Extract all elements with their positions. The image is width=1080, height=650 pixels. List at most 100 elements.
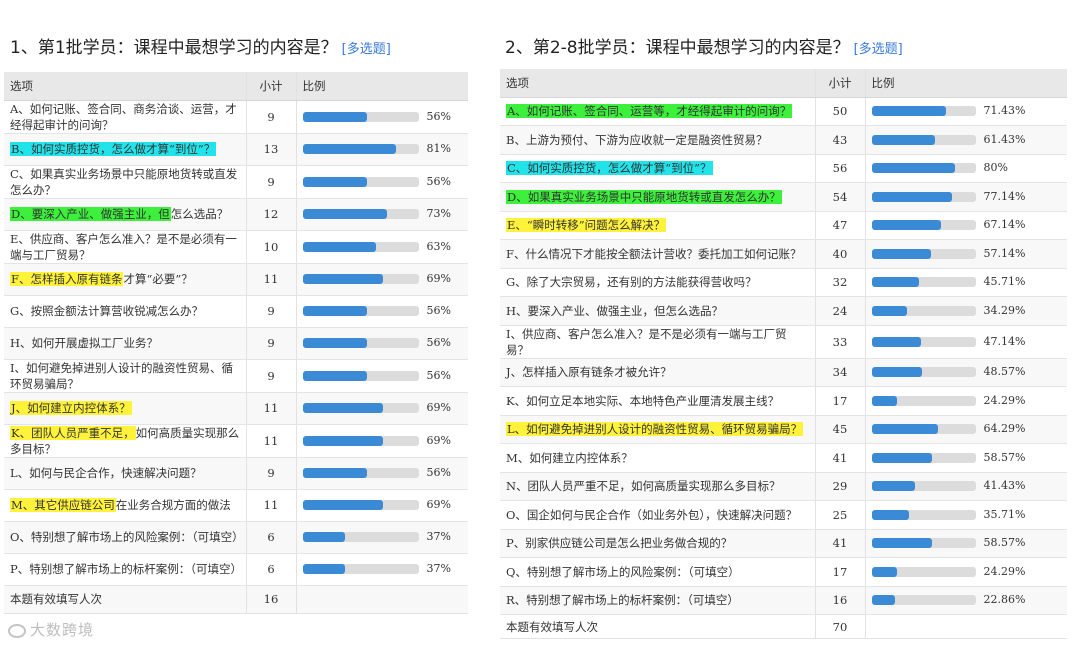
ratio-percent: 69% xyxy=(426,272,451,285)
count-cell: 9 xyxy=(245,100,297,134)
option-cell: E、“瞬时转移”问题怎么解决？ xyxy=(500,211,815,240)
count-cell: 13 xyxy=(245,133,297,166)
ratio-percent: 45.71% xyxy=(983,275,1026,289)
count-cell: 12 xyxy=(245,198,297,231)
ratio-bar-fill xyxy=(302,144,397,154)
ratio-bar-track xyxy=(871,595,976,606)
ratio-cell: 56% xyxy=(296,100,468,134)
ratio-bar-fill xyxy=(302,111,368,122)
ratio-cell: 56% xyxy=(296,359,468,393)
option-text: H、如何开展虚拟工厂业务？ xyxy=(10,336,159,350)
count-cell: 47 xyxy=(814,211,866,240)
ratio-bar-fill xyxy=(871,452,933,463)
option-cell: B、如何实质控货，怎么做才算“到位”？ xyxy=(4,133,246,166)
highlighted-option-text: A、如何记账、签合同、运营等，才经得起审计的问询？ xyxy=(506,104,793,119)
highlighted-option-text: F、怎样插入原有链条 xyxy=(10,272,124,286)
ratio-bar-track xyxy=(871,191,976,202)
table-header-row: 选项 小计 比例 xyxy=(500,69,1067,98)
ratio-bar-fill xyxy=(302,500,383,510)
total-row: 本题有效填写人次 16 xyxy=(4,585,468,614)
option-cell: G、按照金额法计算营收锐减怎么办？ xyxy=(4,295,246,328)
ratio-percent: 56% xyxy=(426,174,451,188)
highlighted-option-text: K、团队人员严重不足， xyxy=(10,425,136,440)
ratio-bar-track xyxy=(871,367,976,378)
ratio-percent: 71.43% xyxy=(983,104,1026,118)
ratio-percent: 80% xyxy=(983,161,1008,175)
highlighted-option-text: C、如何实质控货，怎么做才算“到位”？ xyxy=(506,161,713,176)
option-text: P、别家供应链公司是怎么把业务做合规的？ xyxy=(506,536,733,551)
ratio-bar-fill xyxy=(871,595,896,606)
count-cell: 16 xyxy=(814,586,866,615)
ratio-bar-track xyxy=(302,468,419,478)
option-cell: D、要深入产业、做强主业，但怎么选品？ xyxy=(4,198,246,231)
table-row: G、除了大宗贸易，还有别的方法能获得营收吗？ 32 45.71% xyxy=(500,268,1067,297)
count-cell: 43 xyxy=(814,125,866,155)
option-text: G、按照金额法计算营收锐减怎么办？ xyxy=(10,304,204,318)
weibo-logo-icon xyxy=(8,623,26,638)
ratio-bar-fill xyxy=(871,248,931,259)
count-cell: 10 xyxy=(245,230,297,264)
option-text: L、如何与民企合作，快速解决问题？ xyxy=(10,466,202,480)
count-cell: 6 xyxy=(245,553,297,586)
table-row: N、团队人员严重不足，如何高质量实现那么多目标？ 29 41.43% xyxy=(500,472,1067,501)
option-cell: I、供应商、客户怎么准入？是不是必须有一端与工厂贸易？ xyxy=(500,325,815,359)
option-cell: A、如何记账、签合同、商务洽谈、运营，才经得起审计的问询？ xyxy=(4,100,246,134)
ratio-percent: 56% xyxy=(426,336,451,349)
ratio-cell: 69% xyxy=(296,424,468,458)
table-row: M、如何建立内控体系？ 41 58.57% xyxy=(500,443,1067,473)
table-row: C、如何实质控货，怎么做才算“到位”？ 56 80% xyxy=(500,154,1067,183)
ratio-cell: 61.43% xyxy=(865,125,1067,155)
ratio-cell: 73% xyxy=(296,198,468,231)
option-cell: A、如何记账、签合同、运营等，才经得起审计的问询？ xyxy=(500,97,815,126)
option-cell: H、如何开展虚拟工厂业务？ xyxy=(4,327,246,360)
option-cell: L、如何与民企合作，快速解决问题？ xyxy=(4,457,246,490)
count-cell: 32 xyxy=(814,268,866,297)
ratio-percent: 56% xyxy=(426,304,451,317)
ratio-cell: 22.86% xyxy=(865,586,1067,615)
table-row: P、特别想了解市场上的标杆案例：（可填空） 6 37% xyxy=(4,553,468,586)
option-cell: D、如果真实业务场景中只能原地货转或直发怎么办？ xyxy=(500,182,815,212)
ratio-bar-fill xyxy=(302,209,388,219)
ratio-bar-fill xyxy=(871,367,922,378)
ratio-bar-track xyxy=(871,538,976,549)
ratio-cell: 24.29% xyxy=(865,557,1067,587)
count-cell: 41 xyxy=(814,443,866,473)
option-cell: K、团队人员严重不足，如何高质量实现那么多目标？ xyxy=(4,424,246,458)
table-row: L、如何避免掉进别人设计的融资性贸易、循环贸易骗局？ 45 64.29% xyxy=(500,415,1067,444)
ratio-bar-track xyxy=(302,564,419,574)
ratio-bar-track xyxy=(302,306,419,316)
highlighted-option-text: D、要深入产业、做强主业，但 xyxy=(10,207,171,221)
ratio-bar-track xyxy=(302,532,419,542)
table-row: K、如何立足本地实际、本地特色产业厘清发展主线？ 17 24.29% xyxy=(500,386,1067,416)
count-cell: 11 xyxy=(245,392,297,425)
count-cell: 17 xyxy=(814,386,866,416)
ratio-cell: 77.14% xyxy=(865,182,1067,212)
option-cell: J、怎样插入原有链条才被允许？ xyxy=(500,358,815,387)
count-cell: 9 xyxy=(245,165,297,199)
ratio-bar-track xyxy=(871,452,976,463)
count-cell: 6 xyxy=(245,521,297,554)
option-cell: L、如何避免掉进别人设计的融资性贸易、循环贸易骗局？ xyxy=(500,415,815,444)
table-header-row: 选项 小计 比例 xyxy=(4,72,468,101)
option-cell: O、国企如何与民企合作（如业务外包），快速解决问题？ xyxy=(500,500,815,530)
ratio-percent: 48.57% xyxy=(983,365,1026,379)
ratio-percent: 34.29% xyxy=(983,303,1026,317)
option-text: C、如果真实业务场景中只能原地货转或直发怎么办？ xyxy=(10,166,238,197)
header-ratio: 比例 xyxy=(296,72,468,101)
ratio-bar-track xyxy=(302,500,419,510)
option-cell: M、其它供应链公司在业务合规方面的做法 xyxy=(4,489,246,522)
ratio-cell: 67.14% xyxy=(865,211,1067,240)
option-text: Q、特别想了解市场上的风险案例：（可填空） xyxy=(506,564,740,579)
count-cell: 9 xyxy=(245,457,297,490)
highlighted-option-text: J、如何建立内控体系？ xyxy=(10,401,132,415)
option-text: K、如何立足本地实际、本地特色产业厘清发展主线？ xyxy=(506,393,780,408)
ratio-percent: 69% xyxy=(426,498,451,511)
option-text: O、特别想了解市场上的风险案例：（可填空） xyxy=(10,530,244,544)
ratio-percent: 57.14% xyxy=(983,246,1026,260)
option-text: 如何高质量实现那么多目标？ xyxy=(10,425,240,456)
ratio-bar-track xyxy=(871,277,976,288)
table-row: Q、特别想了解市场上的风险案例：（可填空） 17 24.29% xyxy=(500,557,1067,587)
count-cell: 54 xyxy=(814,182,866,212)
ratio-bar-track xyxy=(871,220,976,231)
option-text: I、如何避免掉进别人设计的融资性贸易、循环贸易骗局？ xyxy=(10,360,234,391)
